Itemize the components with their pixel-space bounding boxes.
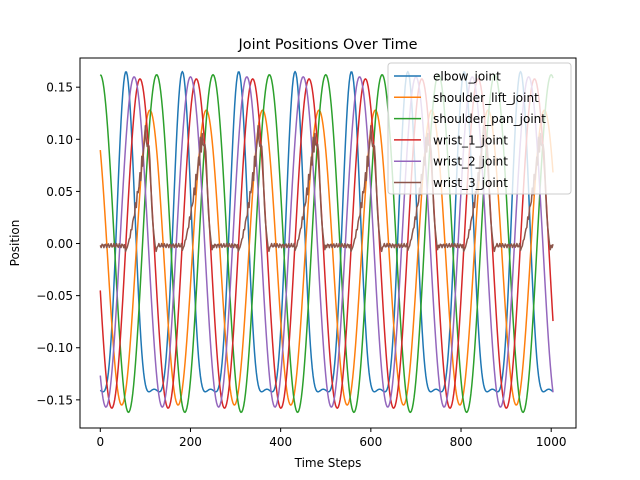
plot-frame [79,57,577,429]
x-tick-label: 1000 [536,435,567,449]
y-tick-label: 0.05 [46,185,73,199]
x-tick-label: 800 [450,435,473,449]
y-axis: −0.15 −0.10 −0.05 0.00 0.05 0.10 0.15 [36,81,80,407]
chart-title: Joint Positions Over Time [238,37,418,53]
series-line-shoulder_pan_joint [99,73,554,414]
y-tick-label: −0.05 [36,289,73,303]
legend-label: shoulder_pan_joint [433,112,546,126]
y-tick-label: 0.15 [46,81,73,95]
x-axis: 0 200 400 600 800 1000 [96,428,566,449]
legend-label: wrist_1_joint [433,133,508,147]
series-line-shoulder_lift_joint [99,109,554,406]
legend: elbow_joint shoulder_lift_joint shoulder_p… [387,62,572,195]
x-tick-label: 200 [179,435,202,449]
y-tick-label: 0.00 [46,237,73,251]
y-tick-label: −0.15 [36,393,73,407]
y-tick-label: 0.10 [46,133,73,147]
legend-label: elbow_joint [433,70,501,84]
legend-box [387,62,572,195]
y-tick-label: −0.10 [36,341,73,355]
legend-label: wrist_2_joint [433,155,508,169]
x-tick-label: 400 [269,435,292,449]
legend-label: shoulder_lift_joint [433,91,539,105]
x-tick-label: 600 [359,435,382,449]
x-tick-label: 0 [96,435,104,449]
legend-label: wrist_3_joint [433,176,508,190]
x-axis-label: Time Steps [294,456,362,470]
y-axis-label: Position [8,220,22,267]
